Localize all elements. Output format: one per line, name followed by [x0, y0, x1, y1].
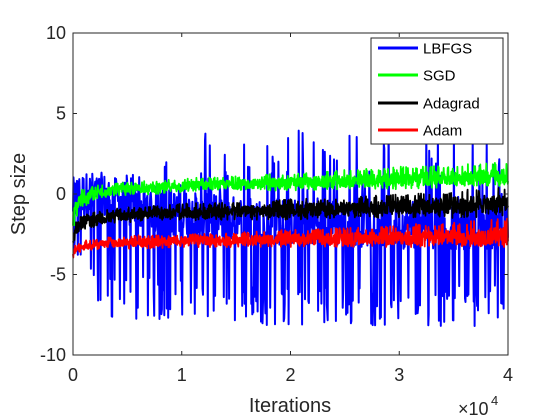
x-tick-label: 2	[285, 365, 295, 385]
legend: LBFGS SGD Adagrad Adam	[370, 37, 504, 145]
series-line-sgd	[72, 161, 509, 227]
legend-label-sgd: SGD	[423, 68, 456, 85]
legend-label-adagrad: Adagrad	[423, 96, 480, 113]
series-line-adagrad	[72, 187, 509, 244]
y-tick-label: 5	[56, 104, 66, 124]
y-tick-label: 0	[56, 184, 66, 204]
x-tick-label: 4	[503, 365, 513, 385]
x-axis-label: Iterations	[249, 395, 331, 417]
legend-label-lbfgs: LBFGS	[423, 41, 472, 58]
y-axis-label: Step size	[8, 153, 30, 235]
x-tick-label: 3	[394, 365, 404, 385]
series-line-adam	[72, 217, 509, 259]
y-tick-label: -5	[50, 265, 66, 285]
x-axis-multiplier: ×10 4	[458, 393, 498, 419]
x-tick-label: 1	[177, 365, 187, 385]
legend-box	[370, 37, 504, 145]
series-layer	[72, 124, 509, 327]
tick-layer: 0 1 2 3 4 -10 -5 0 5 10	[40, 23, 513, 385]
y-tick-label: 10	[46, 23, 66, 43]
legend-label-adam: Adam	[423, 123, 462, 140]
y-tick-label: -10	[40, 345, 66, 365]
x-multiplier-exponent: 4	[491, 393, 498, 408]
x-tick-label: 0	[68, 365, 78, 385]
x-multiplier-base: ×10	[458, 399, 489, 419]
